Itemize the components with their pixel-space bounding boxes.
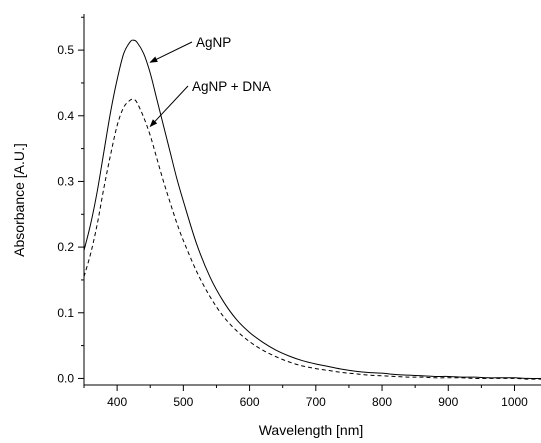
y-ticks: 0.0 0.1 0.2 0.3 0.4 0.5: [57, 16, 84, 385]
x-axis-title: Wavelength [nm]: [259, 422, 364, 438]
annotation-arrow-agnp-dna: [149, 85, 189, 128]
x-ticks: 400 500 600 700 800 900 1000: [83, 385, 528, 409]
annotation-arrow-agnp: [149, 41, 193, 63]
series-layer: [83, 39, 541, 380]
x-tick-label: 700: [306, 395, 326, 409]
annotation-label-agnp-dna: AgNP + DNA: [192, 79, 271, 94]
y-tick-label: 0.2: [57, 240, 74, 254]
series-line-agnp: [83, 39, 541, 379]
x-tick-label: 500: [173, 395, 193, 409]
y-tick-label: 0.1: [57, 306, 74, 320]
x-tick-label: 1000: [501, 395, 528, 409]
y-tick-label: 0.3: [57, 174, 74, 188]
plot-area: 400 500 600 700 800 900 1000 0.00.10.20.30.40.…: [57, 14, 541, 409]
y-axis-title: Absorbance [A.U.]: [11, 143, 27, 257]
x-tick-label: 400: [107, 395, 127, 409]
x-tick-label: 600: [240, 395, 260, 409]
series-line-agnp-dna: [83, 98, 541, 380]
x-tick-label: 800: [372, 395, 392, 409]
y-tick-label: 0.4: [57, 109, 74, 123]
x-tick-label: 900: [438, 395, 458, 409]
y-tick-label: 0.0: [57, 371, 74, 385]
annotation-label-agnp: AgNP: [196, 35, 231, 50]
annotations: AgNP AgNP + DNA: [149, 35, 271, 128]
y-tick-label: 0.5: [57, 43, 74, 57]
